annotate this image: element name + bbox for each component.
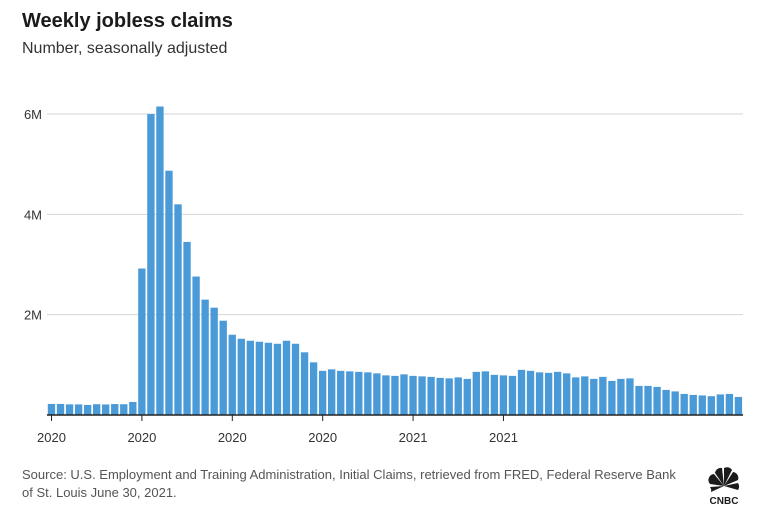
bar (138, 268, 146, 415)
bar (147, 114, 155, 415)
bar (219, 320, 227, 415)
bar (644, 385, 652, 415)
bar (83, 404, 92, 415)
bar (590, 378, 598, 415)
bar (698, 395, 706, 415)
bar (400, 374, 408, 415)
x-axis: 2020 2020 2020 2020 2021 2021 (37, 414, 743, 445)
bar (120, 404, 128, 415)
bar (156, 106, 164, 415)
x-tick-label: 2020 (127, 430, 156, 445)
bar (563, 373, 571, 415)
y-tick-label: 2M (24, 308, 42, 323)
x-tick-label: 2021 (399, 430, 428, 445)
x-tick-label: 2020 (218, 430, 247, 445)
bar (662, 389, 670, 415)
bar (201, 299, 209, 415)
bar (337, 370, 345, 415)
bar (291, 343, 300, 415)
bar (490, 374, 499, 415)
bar (671, 391, 679, 415)
bar (282, 340, 291, 415)
bar (183, 241, 191, 415)
bar (409, 375, 417, 415)
bar (318, 370, 327, 415)
bar (382, 375, 390, 415)
bar (192, 276, 200, 415)
bar (707, 396, 715, 415)
bar (608, 380, 616, 415)
bar (129, 401, 137, 415)
bar (436, 377, 444, 415)
bar (472, 371, 480, 415)
bar (246, 340, 254, 415)
x-tick-label: 2020 (308, 430, 337, 445)
cnbc-peacock-logo: CNBC (708, 467, 740, 507)
bar (418, 376, 426, 415)
bar (689, 394, 697, 415)
bar (599, 376, 607, 415)
bar (346, 371, 354, 415)
chart-title: Weekly jobless claims (22, 10, 233, 32)
bar (210, 307, 218, 415)
bar (653, 386, 661, 415)
bar (255, 341, 264, 415)
bar (228, 334, 236, 415)
bar (92, 404, 101, 415)
chart-subtitle: Number, seasonally adjusted (22, 40, 228, 57)
bar (716, 394, 725, 415)
cnbc-logo-text: CNBC (710, 496, 739, 507)
bar (626, 378, 634, 415)
bar (581, 376, 589, 415)
bar (74, 404, 83, 415)
bar (499, 375, 508, 415)
bar (65, 404, 74, 415)
bar (526, 370, 535, 415)
bar (617, 378, 625, 415)
bar (517, 369, 526, 415)
bar (481, 371, 490, 415)
bar (264, 342, 273, 415)
bar (445, 378, 453, 415)
jobless-claims-chart: 2M 4M 6M 2020 2020 2020 2020 2021 2021 (24, 106, 743, 445)
y-tick-label: 4M (24, 207, 42, 222)
bar (47, 403, 56, 415)
bar (635, 385, 643, 415)
bar (535, 372, 544, 415)
y-tick-label: 6M (24, 107, 42, 122)
bar (572, 377, 580, 415)
bar (391, 375, 399, 415)
bar (273, 343, 282, 415)
bar (300, 352, 309, 415)
bar (364, 372, 372, 415)
bar (544, 372, 553, 415)
bar (237, 338, 245, 415)
bar (309, 362, 318, 415)
source-note: Source: U.S. Employment and Training Adm… (22, 467, 676, 500)
bar (165, 170, 173, 415)
bar (355, 371, 363, 415)
bar (328, 369, 336, 415)
bar (734, 396, 743, 415)
bar (553, 371, 562, 415)
y-axis: 2M 4M 6M (24, 107, 42, 323)
x-tick-label: 2020 (37, 430, 66, 445)
bar (102, 404, 110, 415)
bar (373, 373, 381, 415)
bar (174, 204, 182, 415)
bar (56, 403, 65, 415)
bar (463, 378, 471, 415)
bar (508, 375, 517, 415)
bars-group (47, 106, 743, 415)
bar (111, 404, 119, 415)
x-tick-label: 2021 (489, 430, 518, 445)
bar (454, 377, 462, 415)
bar (725, 393, 734, 415)
bar (427, 376, 435, 415)
bar (680, 393, 688, 415)
